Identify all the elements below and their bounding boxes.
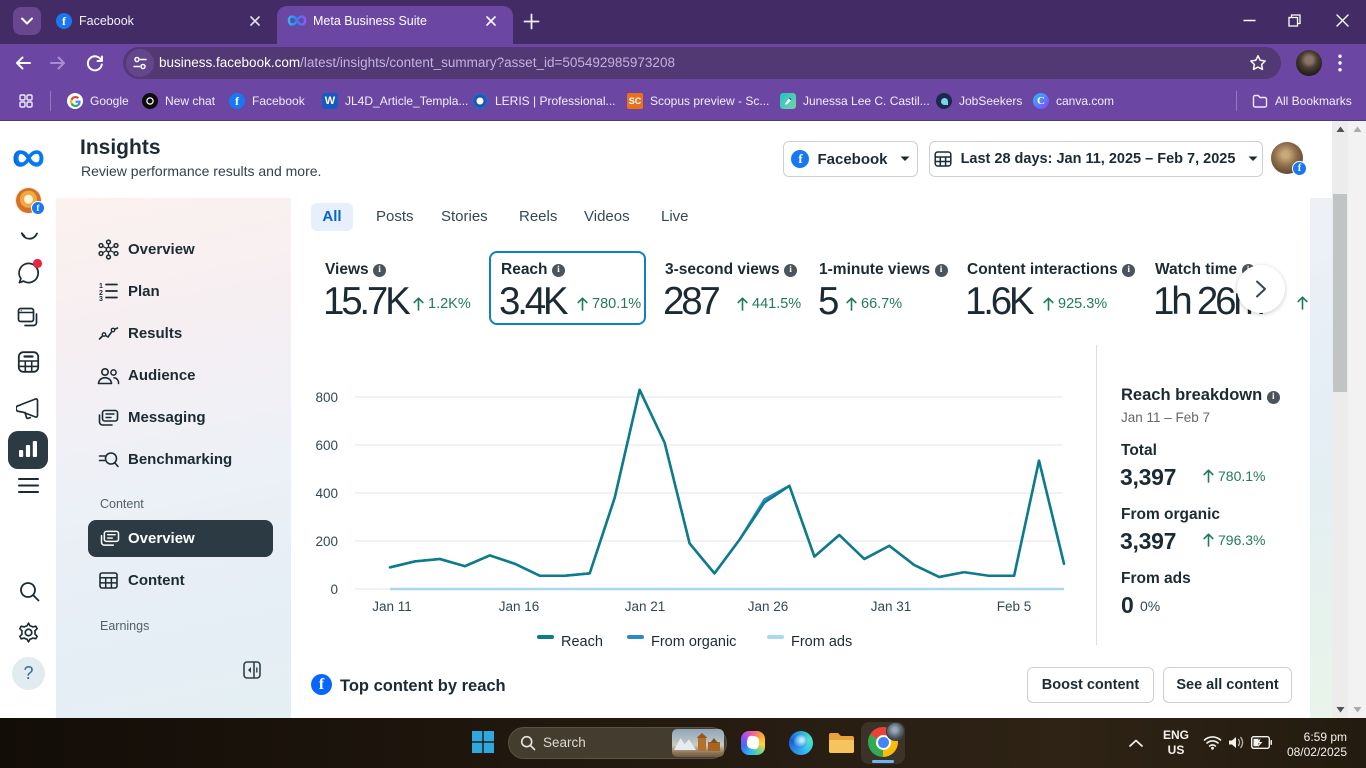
svg-text:Jan 16: Jan 16 <box>499 599 540 614</box>
svg-text:Reach: Reach <box>561 634 603 650</box>
svg-text:Jan 26: Jan 26 <box>748 599 789 614</box>
svg-text:Jan 11: Jan 11 <box>372 599 412 614</box>
svg-text:400: 400 <box>315 486 338 501</box>
svg-text:Feb 5: Feb 5 <box>997 599 1032 614</box>
svg-text:2: 2 <box>99 290 103 297</box>
svg-text:200: 200 <box>315 534 338 549</box>
svg-text:800: 800 <box>315 390 338 405</box>
svg-text:1: 1 <box>99 283 103 290</box>
svg-text:0: 0 <box>330 582 338 597</box>
svg-text:600: 600 <box>315 438 338 453</box>
svg-text:Jan 31: Jan 31 <box>871 599 912 614</box>
svg-text:From ads: From ads <box>791 634 852 650</box>
svg-text:From organic: From organic <box>651 634 736 650</box>
svg-text:3: 3 <box>99 296 103 301</box>
svg-text:Jan 21: Jan 21 <box>625 599 666 614</box>
